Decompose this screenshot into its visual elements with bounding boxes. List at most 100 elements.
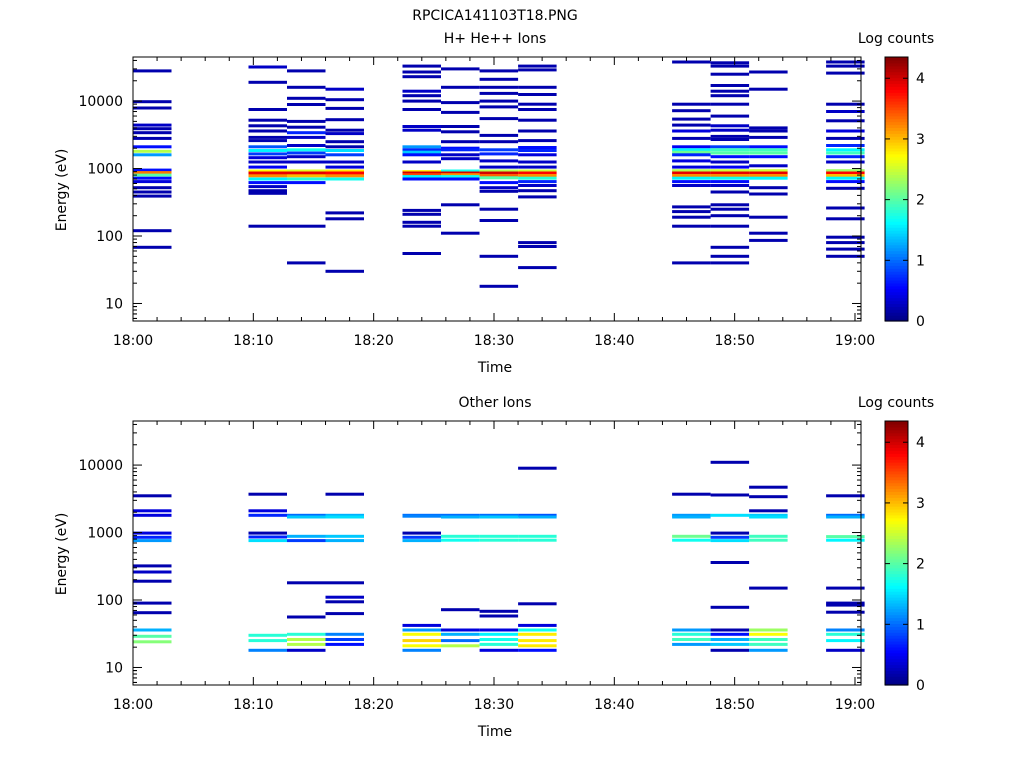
heatmap-cell <box>133 173 172 177</box>
heatmap-cell <box>248 139 287 143</box>
y-tick-label: 10000 <box>78 94 123 110</box>
heatmap-cell <box>826 136 865 140</box>
colorbar-segment <box>885 597 908 601</box>
colorbar-tick-label: 4 <box>916 71 925 87</box>
heatmap-cell <box>133 628 172 632</box>
heatmap-cell <box>479 99 519 103</box>
heatmap-cell <box>479 207 519 211</box>
heatmap-cell <box>479 174 519 177</box>
heatmap-cell <box>248 492 287 496</box>
heatmap-cell <box>402 75 441 79</box>
colorbar-segment <box>885 459 908 463</box>
colorbar-segment <box>885 676 908 680</box>
colorbar-segment <box>885 279 908 284</box>
heatmap-cell <box>479 284 519 288</box>
colorbar-tick-label: 1 <box>916 617 925 633</box>
heatmap-cell <box>710 539 750 543</box>
heatmap-cell <box>710 169 750 173</box>
heatmap-cell <box>248 149 287 152</box>
colorbar-segment <box>885 611 908 616</box>
colorbar-segment <box>885 426 908 431</box>
colorbar-segment <box>885 623 908 627</box>
colorbar-segment <box>885 511 908 516</box>
heatmap-cell <box>672 492 711 496</box>
heatmap-cell <box>402 531 441 535</box>
heatmap-cell <box>479 152 519 156</box>
heatmap-cell <box>672 159 711 163</box>
colorbar-segment <box>885 646 908 651</box>
colorbar-segment <box>885 282 908 287</box>
heatmap-cell <box>287 144 326 147</box>
heatmap-cell <box>518 108 557 111</box>
heatmap-cell <box>133 149 172 153</box>
colorbar-segment <box>885 68 908 73</box>
heatmap-cell <box>479 513 519 517</box>
colorbar-segment <box>885 523 908 528</box>
heatmap-cell <box>672 205 711 209</box>
heatmap-cell <box>710 148 750 152</box>
x-tick-label: 18:00 <box>113 333 153 349</box>
x-axis-label: Time <box>477 360 512 376</box>
heatmap-cell <box>710 138 750 141</box>
y-tick-label: 1000 <box>87 526 123 542</box>
colorbar-segment <box>885 652 908 657</box>
heatmap-cell <box>710 648 750 652</box>
heatmap-cell <box>710 190 750 194</box>
heatmap-cell <box>749 70 788 74</box>
heatmap-cell <box>441 169 480 173</box>
x-tick-label: 18:30 <box>474 333 514 349</box>
heatmap-cell <box>749 538 788 542</box>
colorbar-segment <box>885 432 908 437</box>
colorbar-segment <box>885 306 908 310</box>
heatmap-cell <box>133 176 172 180</box>
y-tick-label: 10000 <box>78 458 123 474</box>
colorbar-segment <box>885 423 908 428</box>
heatmap-cell <box>402 208 441 212</box>
heatmap-cell <box>133 601 172 605</box>
heatmap-cell <box>133 190 172 194</box>
heatmap-cell <box>133 180 172 184</box>
heatmap-cell <box>672 224 711 228</box>
heatmap-cell <box>325 132 364 136</box>
colorbar-label: Log counts <box>858 31 934 47</box>
heatmap-cell <box>441 67 480 71</box>
heatmap-cell <box>479 181 519 185</box>
heatmap-cell <box>518 513 557 517</box>
heatmap-cell <box>518 241 557 245</box>
heatmap-cell <box>710 214 750 218</box>
heatmap-cell <box>749 534 788 538</box>
heatmap-cell <box>479 648 519 652</box>
colorbar-segment <box>885 89 908 93</box>
heatmap-cell <box>826 155 865 159</box>
heatmap-cell <box>402 648 441 652</box>
heatmap-cell <box>248 152 287 156</box>
y-tick-label: 10 <box>105 660 123 676</box>
colorbar-segment <box>885 635 908 639</box>
heatmap-cell <box>402 128 441 132</box>
heatmap-cell <box>287 171 326 175</box>
heatmap-cell <box>479 642 519 646</box>
heatmap-cell <box>749 176 788 180</box>
colorbar-segment <box>885 617 908 622</box>
heatmap-cell <box>402 224 441 228</box>
colorbar-segment <box>885 421 908 425</box>
colorbar-segment <box>885 318 908 322</box>
colorbar-segment <box>885 288 908 293</box>
heatmap-cell <box>479 171 519 175</box>
colorbar-segment <box>885 479 908 484</box>
heatmap-cell <box>287 513 326 517</box>
heatmap-cell <box>710 89 750 93</box>
heatmap-cell <box>325 638 364 641</box>
heatmap-cell <box>518 534 557 538</box>
colorbar-segment <box>885 177 908 181</box>
heatmap-cell <box>287 135 326 139</box>
x-tick-label: 18:10 <box>233 333 273 349</box>
x-tick-label: 18:20 <box>353 333 393 349</box>
heatmap-cell <box>325 632 364 636</box>
heatmap-cell <box>749 231 788 235</box>
heatmap-cell <box>402 125 441 128</box>
colorbar-segment <box>885 532 908 536</box>
colorbar-segment <box>885 62 908 67</box>
